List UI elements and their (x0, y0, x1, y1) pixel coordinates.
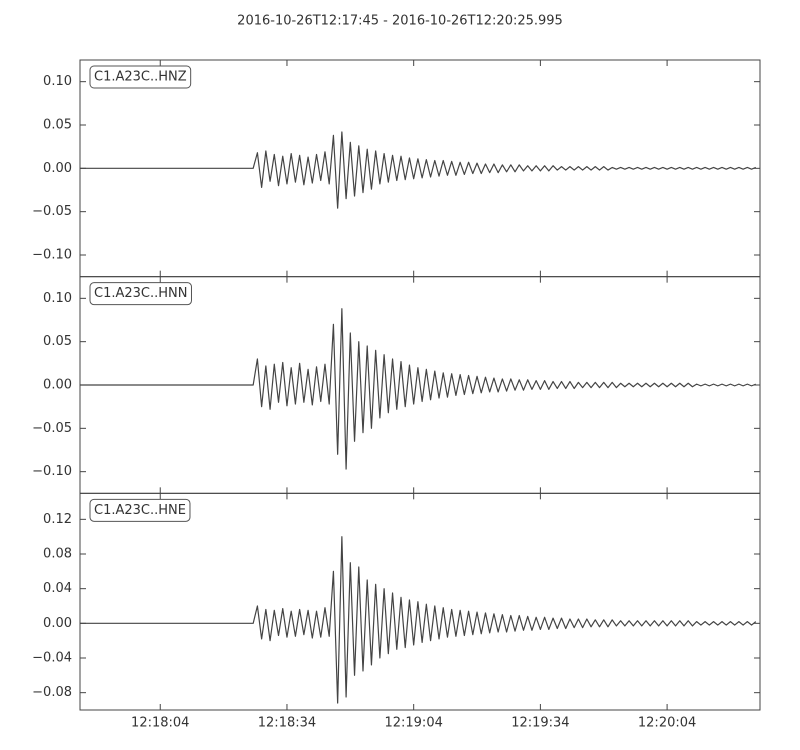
y-tick-label: 0.00 (43, 616, 72, 631)
legend: C1.A23C..HNE (89, 498, 191, 522)
x-tick-label: 12:18:34 (258, 716, 316, 731)
legend-label: C1.A23C..HNN (94, 286, 187, 301)
y-tick-label: 0.00 (43, 161, 72, 176)
y-tick-label: 0.10 (43, 74, 72, 89)
y-tick-label: 0.00 (43, 378, 72, 393)
x-tick-label: 12:20:04 (638, 716, 696, 731)
chart-title: 2016-10-26T12:17:45 - 2016-10-26T12:20:2… (237, 14, 563, 29)
x-tick-label: 12:18:04 (131, 716, 189, 731)
y-tick-label: 0.05 (43, 118, 72, 133)
y-tick-label: −0.05 (32, 204, 72, 219)
legend-box (89, 498, 191, 522)
panel-frame (79, 492, 761, 711)
legend-label: C1.A23C..HNZ (94, 70, 187, 85)
y-tick-label: −0.05 (32, 421, 72, 436)
y-tick-label: 0.05 (43, 334, 72, 349)
legend: C1.A23C..HNZ (89, 65, 192, 89)
legend-box (89, 65, 192, 89)
y-tick-label: 0.12 (43, 512, 72, 527)
y-tick-label: −0.04 (32, 651, 72, 666)
y-tick-label: −0.10 (32, 248, 72, 263)
y-tick-label: 0.10 (43, 291, 72, 306)
legend: C1.A23C..HNN (89, 282, 192, 306)
x-tick-label: 12:19:34 (511, 716, 569, 731)
waveform (80, 536, 757, 704)
waveform (80, 308, 757, 470)
x-tick-label: 12:19:04 (384, 716, 442, 731)
waveform (80, 131, 757, 209)
legend-box (89, 282, 192, 306)
y-tick-label: 0.08 (43, 547, 72, 562)
legend-label: C1.A23C..HNE (94, 503, 186, 518)
y-tick-label: −0.10 (32, 464, 72, 479)
y-tick-label: −0.08 (32, 685, 72, 700)
y-tick-label: 0.04 (43, 581, 72, 596)
